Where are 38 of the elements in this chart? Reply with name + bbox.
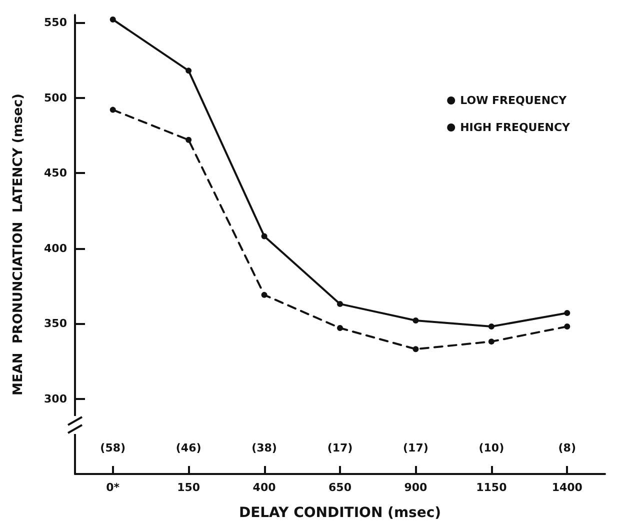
y-tick-label: 450 [44,166,68,180]
y-tick-label: 300 [44,392,68,406]
point [564,310,570,316]
point [186,68,192,74]
point [337,300,343,307]
point [564,324,570,330]
x-tick-label: 150 [177,481,200,494]
x-tick-label: 1400 [552,481,583,494]
legend-label: LOW FREQUENCY [460,94,568,107]
point [110,106,116,113]
annotation: (8) [558,442,576,454]
annotation: (58) [100,442,126,454]
x-axis-title: DELAY CONDITION (msec) [238,505,442,521]
x-tick-label: 650 [328,481,352,494]
y-tick-label: 500 [44,91,68,104]
y-tick-label: 350 [44,317,68,330]
point [261,233,268,240]
point [110,16,116,23]
point [412,318,419,324]
annotation: (17) [403,442,428,454]
x-tick-label: 900 [404,481,428,494]
x-tick-label: 1150 [476,481,508,494]
point [186,136,192,143]
point [337,325,343,332]
annotation: (46) [176,442,202,454]
legend-label: HIGH FREQUENCY [460,121,572,134]
point [488,338,494,345]
annotation: (38) [252,442,277,454]
annotation: (17) [327,442,353,454]
x-tick-label: 0* [106,481,120,494]
annotation: (10) [478,442,504,454]
point [261,292,268,298]
y-tick-label: 550 [44,16,68,30]
y-axis-title: MEAN PRONUNCIATION LATENCY (msec) [11,94,26,396]
y-tick-label: 400 [44,242,68,255]
x-tick-label: 400 [252,481,276,494]
point [412,346,419,352]
point [488,324,494,330]
